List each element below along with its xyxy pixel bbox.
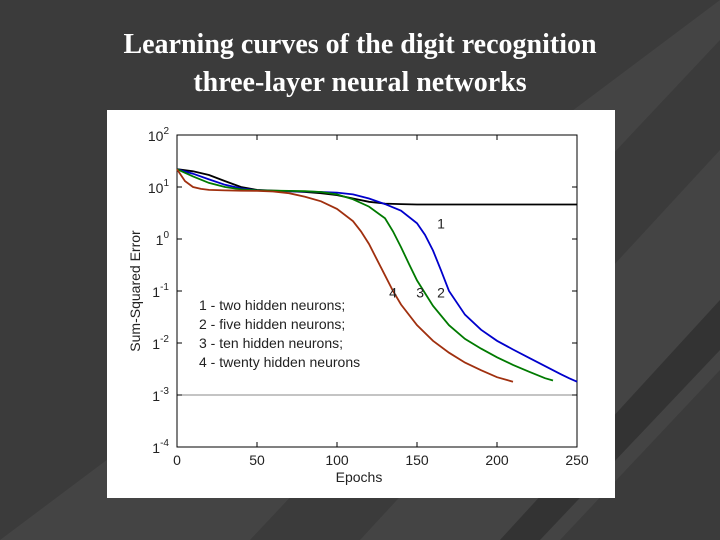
x-tick-label: 150	[405, 452, 429, 468]
y-tick-label: 1-4	[152, 438, 169, 456]
series-label-2: 2	[437, 285, 445, 301]
legend-entry-1: 1 - two hidden neurons;	[199, 297, 345, 313]
x-tick-label: 50	[249, 452, 265, 468]
plot-frame	[176, 134, 578, 448]
y-axis-label: Sum-Squared Error	[127, 230, 143, 352]
series-line-4	[176, 168, 514, 383]
x-tick-label: 0	[173, 452, 181, 468]
series-label-4: 4	[389, 285, 397, 301]
x-tick-label: 100	[325, 452, 349, 468]
y-tick-label: 101	[148, 178, 170, 196]
y-tick-label: 1-3	[152, 386, 169, 404]
y-tick-label: 1-2	[152, 334, 169, 352]
learning-curves-chart: 0 50 100 150 200 250 102 101 10 1-1 1-2 1-3 1-4 Epoch…	[127, 126, 589, 485]
slide-title-line-1: Learning curves of the digit recognition	[123, 29, 597, 60]
legend-entry-4: 4 - twenty hidden neurons	[199, 354, 360, 370]
x-tick-label: 250	[565, 452, 589, 468]
series-label-3: 3	[416, 285, 424, 301]
series-label-1: 1	[437, 215, 445, 231]
series-line-3	[176, 168, 554, 382]
x-tick-label: 200	[485, 452, 509, 468]
chart-figure: 0 50 100 150 200 250 102 101 10 1-1 1-2 1-3 1-4 Epoch…	[107, 110, 615, 498]
slide-title-line-2: three-layer neural networks	[193, 67, 527, 98]
x-axis-label: Epochs	[336, 469, 383, 485]
y-tick-label: 102	[148, 126, 170, 144]
legend-entry-2: 2 - five hidden neurons;	[199, 316, 345, 332]
legend-entry-3: 3 - ten hidden neurons;	[199, 335, 343, 351]
y-tick-label: 1-1	[152, 282, 169, 300]
y-tick-label: 10	[156, 230, 170, 248]
slide-title: Learning curves of the digit recognition…	[0, 26, 720, 102]
